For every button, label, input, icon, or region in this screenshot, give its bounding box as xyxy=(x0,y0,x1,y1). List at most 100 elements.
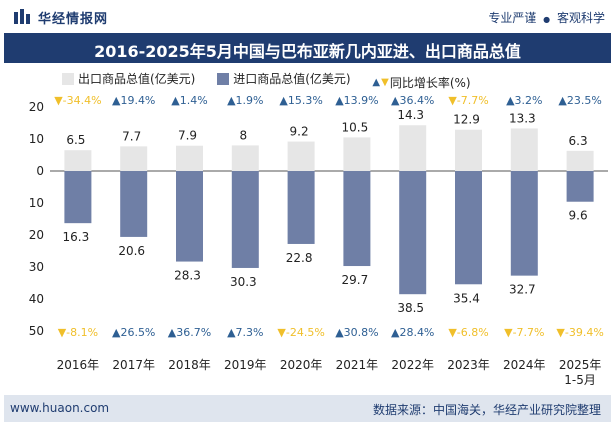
export-growth-label: ▲23.5% xyxy=(558,94,601,107)
import-bar xyxy=(455,171,482,285)
export-growth-label: ▲1.4% xyxy=(171,94,207,107)
y-tick-label: 20 xyxy=(29,100,44,114)
import-bar xyxy=(343,171,371,267)
export-value-label: 14.3 xyxy=(397,108,424,122)
import-bar xyxy=(64,171,92,224)
import-value-label: 16.3 xyxy=(63,230,90,244)
footer-website: www.huaon.com xyxy=(10,401,110,415)
import-growth-label: ▼-7.7% xyxy=(504,326,544,339)
legend-import-label: 进口商品总值(亿美元) xyxy=(233,72,351,86)
import-growth-label: ▲28.4% xyxy=(391,326,434,339)
import-growth-label: ▼-6.8% xyxy=(448,326,488,339)
export-bar xyxy=(64,150,92,171)
import-bar xyxy=(231,171,259,268)
export-value-label: 12.9 xyxy=(453,113,480,127)
slogan: 专业严谨 ● 客观科学 xyxy=(485,9,605,26)
export-bar xyxy=(231,145,259,171)
legend-growth: ▲ ▼ 同比增长率(%) xyxy=(372,74,470,91)
header-bar: 华经情报网 专业严谨 ● 客观科学 xyxy=(0,0,615,33)
export-value-label: 8 xyxy=(239,128,247,142)
x-tick-label: 2016年 xyxy=(57,358,100,372)
import-bar xyxy=(176,171,203,262)
export-bar xyxy=(176,145,203,171)
y-tick-label: 30 xyxy=(29,260,44,274)
import-value-label: 35.4 xyxy=(453,291,480,305)
import-value-label: 30.3 xyxy=(230,275,257,289)
export-growth-label: ▲19.4% xyxy=(112,94,155,107)
export-growth-label: ▲3.2% xyxy=(506,94,542,107)
y-tick-label: 10 xyxy=(29,132,44,146)
import-value-label: 38.5 xyxy=(397,301,424,315)
import-value-label: 29.7 xyxy=(342,273,369,287)
export-bar xyxy=(399,125,427,171)
x-tick-label: 2024年 xyxy=(503,358,546,372)
footer-source: 数据来源：中国海关，华经产业研究院整理 xyxy=(372,403,601,417)
slogan-left: 专业严谨 xyxy=(488,11,537,25)
export-bar xyxy=(120,146,148,171)
import-value-label: 28.3 xyxy=(174,269,201,283)
legend-import-swatch xyxy=(217,72,230,85)
legend-export-label: 出口商品总值(亿美元) xyxy=(78,72,196,86)
export-bar xyxy=(510,128,538,171)
x-tick-label: 2021年 xyxy=(336,358,379,372)
import-growth-label: ▼-39.4% xyxy=(556,326,603,339)
export-value-label: 6.3 xyxy=(569,134,588,148)
import-growth-label: ▲36.7% xyxy=(168,326,211,339)
import-growth-label: ▼-8.1% xyxy=(58,326,98,339)
slogan-right: 客观科学 xyxy=(556,11,605,25)
export-growth-label: ▼-7.7% xyxy=(448,94,488,107)
plot-area: 20 10 0 10 20 30 40 50 6.5 16.3 ▼-34.4% ▼-8.1% 2016年… xyxy=(29,94,608,387)
import-value-label: 20.6 xyxy=(118,244,145,258)
x-tick-label: 2020年 xyxy=(280,358,323,372)
export-growth-label: ▲13.9% xyxy=(335,94,378,107)
export-bar xyxy=(287,141,315,171)
x-tick-label-sub: 1-5月 xyxy=(564,373,596,387)
legend-import: 进口商品总值(亿美元) xyxy=(217,70,351,87)
x-tick-label: 2019年 xyxy=(224,358,267,372)
import-growth-label: ▲30.8% xyxy=(335,326,378,339)
y-tick-label: 20 xyxy=(29,228,44,242)
export-value-label: 6.5 xyxy=(66,133,85,147)
legend-growth-label: 同比增长率(%) xyxy=(389,75,471,90)
y-tick-label: 10 xyxy=(29,196,44,210)
chart-title: 2016-2025年5月中国与巴布亚新几内亚进、出口商品总值 xyxy=(94,42,521,61)
import-bar xyxy=(566,171,594,202)
import-growth-label: ▲7.3% xyxy=(227,326,263,339)
import-bar xyxy=(120,171,148,237)
export-growth-label: ▼-34.4% xyxy=(54,94,101,107)
import-bar xyxy=(287,171,315,244)
legend-up-triangle-icon: ▲ xyxy=(372,76,381,88)
footer-bar: www.huaon.com 数据来源：中国海关，华经产业研究院整理 xyxy=(4,395,611,422)
export-bar xyxy=(566,150,594,171)
slogan-separator: ● xyxy=(543,15,551,24)
import-growth-label: ▲26.5% xyxy=(112,326,155,339)
legend: 出口商品总值(亿美元) 进口商品总值(亿美元) ▲ ▼ 同比增长率(%) xyxy=(62,70,489,91)
export-value-label: 9.2 xyxy=(290,125,309,139)
x-tick-label: 2017年 xyxy=(112,358,155,372)
import-value-label: 9.6 xyxy=(569,209,588,223)
export-growth-label: ▲36.4% xyxy=(391,94,434,107)
export-growth-label: ▲1.9% xyxy=(227,94,263,107)
y-tick-label: 0 xyxy=(36,164,44,178)
y-tick-label: 40 xyxy=(29,292,44,306)
x-tick-label: 2023年 xyxy=(447,358,490,372)
legend-down-triangle-icon: ▼ xyxy=(381,76,389,88)
legend-export-swatch xyxy=(62,72,74,85)
x-tick-label: 2025年 xyxy=(559,358,602,372)
title-bar: 2016-2025年5月中国与巴布亚新几内亚进、出口商品总值 xyxy=(4,33,611,63)
import-growth-label: ▼-24.5% xyxy=(277,326,324,339)
x-tick-label: 2022年 xyxy=(391,358,434,372)
import-bar xyxy=(399,171,427,295)
legend-export: 出口商品总值(亿美元) xyxy=(62,70,195,87)
x-tick-label: 2018年 xyxy=(168,358,211,372)
export-growth-label: ▲15.3% xyxy=(279,94,322,107)
export-value-label: 10.5 xyxy=(342,120,369,134)
export-value-label: 13.3 xyxy=(509,111,536,125)
logo-text: 华经情报网 xyxy=(38,12,109,27)
logo-icon xyxy=(14,9,30,24)
import-value-label: 22.8 xyxy=(286,251,313,265)
import-bar xyxy=(510,171,538,276)
export-value-label: 7.7 xyxy=(122,129,141,143)
import-value-label: 32.7 xyxy=(509,283,536,297)
y-tick-label: 50 xyxy=(29,324,44,338)
